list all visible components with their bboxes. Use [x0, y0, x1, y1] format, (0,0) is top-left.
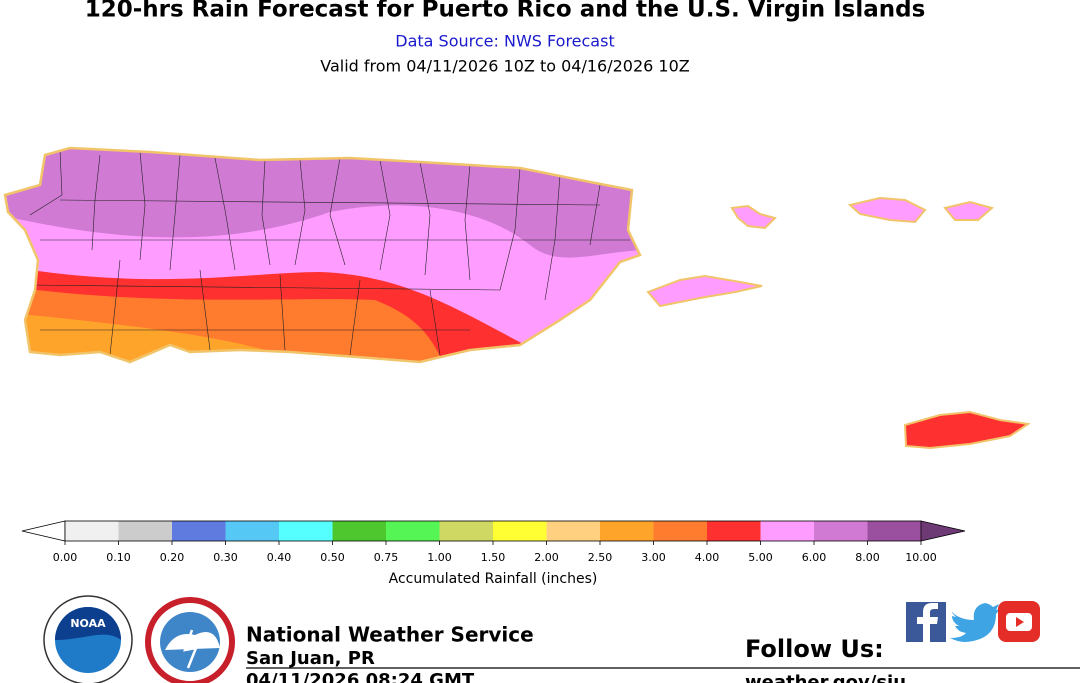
colorbar-tick-label: 1.50 — [481, 551, 506, 564]
colorbar-tick-label: 10.00 — [905, 551, 937, 564]
data-source: Data Source: NWS Forecast — [395, 32, 614, 51]
colorbar-tick-label: 0.40 — [267, 551, 292, 564]
colorbar-bin — [867, 521, 922, 541]
twitter-icon[interactable] — [950, 603, 1000, 642]
colorbar-bin — [225, 521, 280, 541]
colorbar-tick-label: 2.50 — [588, 551, 613, 564]
colorbar-bin — [493, 521, 547, 541]
org-name: National Weather Service — [246, 623, 534, 647]
website: weather.gov/sju — [745, 672, 906, 683]
issued-time: 04/11/2026 08:24 GMT — [246, 670, 475, 683]
colorbar-label: Accumulated Rainfall (inches) — [389, 571, 598, 587]
colorbar-tick-label: 0.20 — [160, 551, 185, 564]
colorbar-tick-label: 0.50 — [320, 551, 345, 564]
colorbar-bin — [279, 521, 333, 541]
facebook-icon[interactable] — [906, 602, 946, 642]
social-icons — [906, 601, 1040, 642]
st-thomas — [847, 196, 927, 224]
colorbar-bin — [439, 521, 494, 541]
colorbar-tick-label: 0.30 — [213, 551, 238, 564]
colorbar-tick-label: 6.00 — [802, 551, 827, 564]
follow-us: Follow Us: — [745, 635, 884, 663]
youtube-icon[interactable] — [998, 601, 1040, 642]
colorbar-tick-label: 8.00 — [855, 551, 880, 564]
colorbar-bin — [760, 521, 815, 541]
colorbar-bin — [332, 521, 387, 541]
colorbar-over — [920, 520, 966, 542]
culebra — [730, 204, 777, 230]
rain-zone — [5, 312, 265, 362]
puerto-rico — [5, 148, 640, 362]
colorbar-tick-label: 0.75 — [374, 551, 399, 564]
title: 120-hrs Rain Forecast for Puerto Rico an… — [85, 0, 926, 23]
colorbar-tick-label: 2.00 — [534, 551, 559, 564]
map — [3, 146, 1031, 450]
colorbar-tick-label: 0.10 — [106, 551, 131, 564]
colorbar-tick-label: 5.00 — [748, 551, 773, 564]
st-croix — [903, 410, 1031, 450]
colorbar-tick-label: 1.00 — [427, 551, 452, 564]
colorbar-bin — [653, 521, 708, 541]
colorbar-bin — [707, 521, 761, 541]
nws-logo — [145, 597, 235, 683]
vieques — [646, 274, 763, 308]
colorbar-bin — [600, 521, 654, 541]
noaa-logo: NOAA — [43, 595, 133, 683]
colorbar: 0.00 0.10 0.20 0.30 0.40 0.50 0.75 1.00 1.50 2.00… — [21, 520, 966, 564]
valid-period: Valid from 04/11/2026 10Z to 04/16/2026 … — [320, 57, 689, 76]
colorbar-bin — [172, 521, 226, 541]
st-john — [943, 200, 995, 221]
coastline — [3, 146, 642, 364]
colorbar-bin — [814, 521, 868, 541]
colorbar-tick-label: 4.00 — [695, 551, 720, 564]
noaa-text: NOAA — [70, 617, 106, 630]
colorbar-tick-label: 3.00 — [641, 551, 666, 564]
colorbar-tick-label: 0.00 — [53, 551, 78, 564]
colorbar-under — [21, 520, 66, 542]
colorbar-bin — [386, 521, 440, 541]
office-name: San Juan, PR — [246, 648, 375, 669]
colorbar-bin — [65, 521, 119, 541]
colorbar-bin — [118, 521, 173, 541]
colorbar-bin — [546, 521, 601, 541]
